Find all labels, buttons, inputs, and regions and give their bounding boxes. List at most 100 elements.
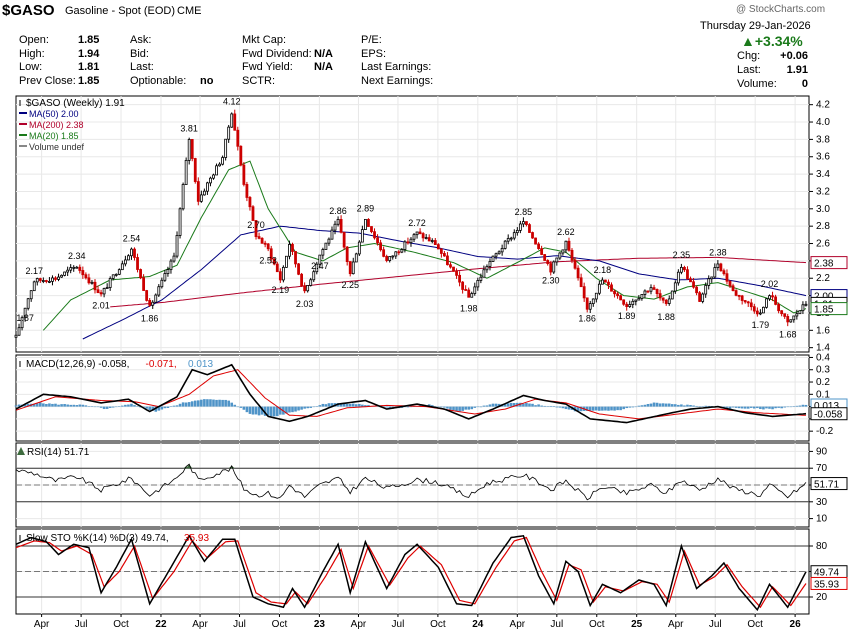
candle-body bbox=[591, 298, 595, 304]
candle-body bbox=[41, 280, 45, 282]
legend-entry: Volume undef bbox=[29, 142, 85, 152]
quote-label: Chg: bbox=[737, 50, 761, 62]
candle-body bbox=[549, 263, 553, 273]
candle-body bbox=[701, 293, 705, 302]
candle-body bbox=[752, 306, 756, 312]
candle-body bbox=[476, 280, 480, 288]
histogram-bar bbox=[722, 406, 726, 408]
histogram-bar bbox=[634, 406, 638, 408]
candle-body bbox=[257, 236, 261, 239]
quote-value: 1.94 bbox=[78, 47, 100, 60]
histogram-bar bbox=[321, 403, 325, 407]
candle-body bbox=[525, 221, 528, 225]
candle-body bbox=[713, 267, 717, 278]
candle-body bbox=[227, 126, 231, 140]
histogram-bar bbox=[543, 405, 546, 407]
candle-body bbox=[512, 232, 516, 239]
histogram-bar bbox=[99, 406, 103, 408]
histogram-bar bbox=[203, 399, 206, 407]
histogram-bar bbox=[695, 405, 698, 407]
histogram-bar bbox=[780, 406, 783, 409]
candle-body bbox=[187, 139, 191, 161]
candle-body bbox=[610, 284, 613, 292]
candle-body bbox=[780, 310, 784, 315]
histogram-bar bbox=[558, 406, 562, 408]
histogram-bar bbox=[266, 406, 270, 416]
histogram-bar bbox=[446, 406, 449, 409]
candle-body bbox=[69, 267, 73, 271]
y-tick-label: 1.6 bbox=[816, 325, 830, 336]
candle-body bbox=[506, 238, 510, 242]
candle-body bbox=[212, 174, 215, 179]
quote-value: 1.85 bbox=[78, 74, 100, 87]
candle-body bbox=[202, 190, 206, 196]
legend-entry: MACD(12,26,9) -0.058, bbox=[26, 359, 129, 370]
histogram-bar bbox=[72, 404, 76, 407]
candle-body bbox=[114, 273, 118, 276]
price-annotation: 2.34 bbox=[68, 251, 86, 261]
histogram-bar bbox=[114, 406, 118, 408]
histogram-bar bbox=[756, 406, 759, 409]
candle-body bbox=[743, 300, 747, 303]
histogram-bar bbox=[522, 403, 525, 407]
candle-body bbox=[373, 231, 376, 239]
histogram-bar bbox=[449, 406, 452, 410]
histogram-bar bbox=[503, 404, 507, 407]
candle-body bbox=[266, 243, 270, 250]
histogram-bar bbox=[655, 402, 659, 407]
histogram-bar bbox=[382, 406, 385, 408]
candle-body bbox=[215, 165, 218, 176]
histogram-bar bbox=[771, 406, 774, 410]
y-tick-label: 2.2 bbox=[816, 273, 830, 284]
histogram-bar bbox=[591, 406, 595, 411]
value-tag bbox=[810, 477, 848, 491]
candle-body bbox=[710, 276, 714, 280]
histogram-bar bbox=[212, 399, 215, 407]
histogram-bar bbox=[294, 406, 297, 412]
y-tick-label: 3.2 bbox=[816, 186, 830, 197]
quote-label: Optionable: bbox=[130, 74, 187, 87]
histogram-bar bbox=[470, 406, 474, 410]
candle-body bbox=[758, 312, 762, 315]
histogram-bar bbox=[105, 406, 109, 409]
histogram-bar bbox=[303, 406, 306, 409]
histogram-bar bbox=[485, 405, 489, 407]
price-annotation: 2.03 bbox=[296, 299, 314, 309]
candle-body bbox=[667, 298, 671, 304]
histogram-bar bbox=[300, 406, 303, 410]
histogram-bar bbox=[127, 404, 130, 407]
histogram-bar bbox=[221, 399, 224, 407]
histogram-bar bbox=[318, 405, 322, 407]
candle-body bbox=[658, 293, 662, 299]
histogram-bar bbox=[616, 406, 619, 411]
candle-body bbox=[792, 315, 796, 321]
quote-label: Last Earnings: bbox=[361, 61, 432, 73]
histogram-bar bbox=[540, 405, 543, 407]
candle-body bbox=[233, 113, 237, 131]
histogram-bar bbox=[81, 404, 85, 407]
y-tick-label: 3.6 bbox=[816, 152, 830, 163]
histogram-bar bbox=[69, 404, 72, 407]
histogram-bar bbox=[275, 406, 279, 417]
candle-body bbox=[461, 281, 465, 290]
quote-label: Volume: bbox=[737, 78, 777, 90]
quote-header: $GASO Gasoline - Spot (EOD) CME @ StockC… bbox=[0, 0, 850, 96]
candle-body bbox=[597, 283, 601, 294]
candle-body bbox=[652, 287, 656, 290]
histogram-bar bbox=[661, 403, 665, 407]
candle-body bbox=[734, 290, 738, 296]
candle-body bbox=[391, 255, 395, 258]
y-tick-label: -0.2 bbox=[816, 426, 834, 437]
quote-label: SCTR: bbox=[242, 74, 275, 87]
histogram-bar bbox=[649, 403, 653, 407]
candle-body bbox=[239, 145, 243, 166]
candle-body bbox=[23, 307, 27, 319]
histogram-bar bbox=[427, 404, 431, 407]
candle-body bbox=[169, 260, 173, 271]
candle-body bbox=[44, 280, 48, 282]
histogram-bar bbox=[190, 401, 194, 407]
candle-body bbox=[655, 289, 659, 295]
quote-value: 1.85 bbox=[78, 34, 100, 46]
histogram-bar bbox=[84, 405, 88, 407]
